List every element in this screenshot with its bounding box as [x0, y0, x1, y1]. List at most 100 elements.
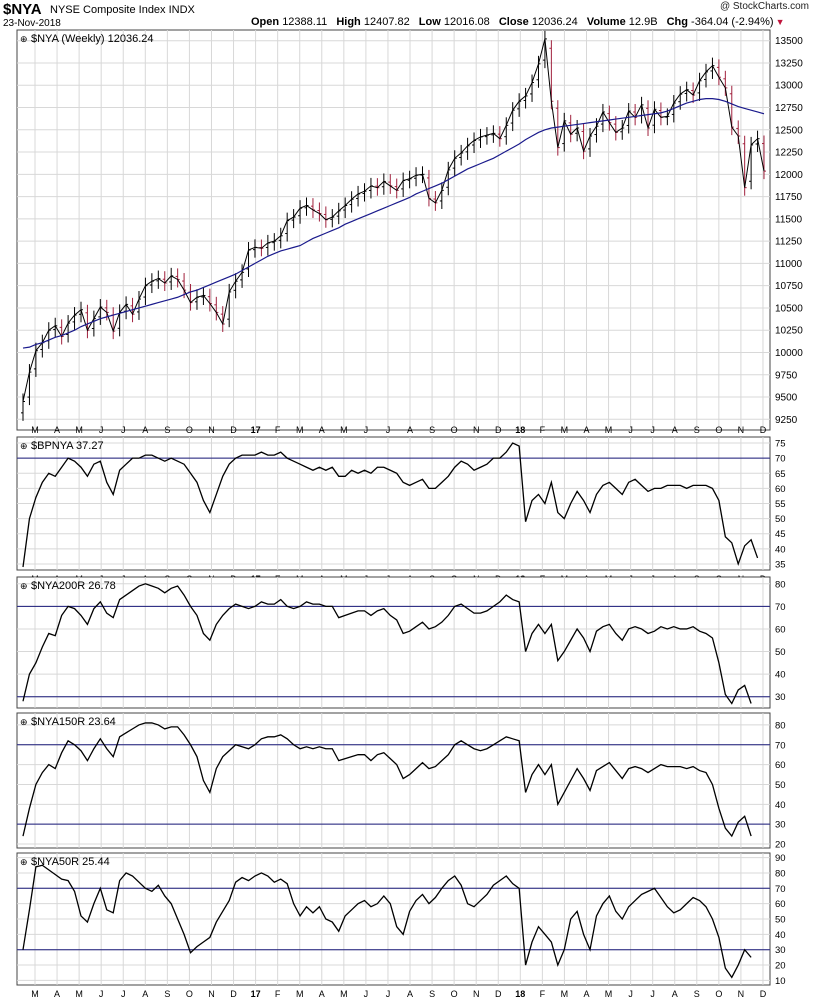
x-month-label: A: [54, 425, 60, 435]
y-tick-label: 75: [775, 439, 786, 450]
x-month-label: M: [340, 989, 348, 999]
x-month-label: O: [715, 989, 722, 999]
panel-marker-icon: ⊕: [20, 717, 28, 727]
y-tick-label: 70: [775, 884, 786, 895]
x-month-label: A: [672, 425, 678, 435]
x-month-label: A: [54, 989, 60, 999]
y-tick-label: 30: [775, 945, 786, 956]
x-month-label: N: [208, 989, 215, 999]
down-triangle-icon: ▼: [775, 17, 785, 27]
y-tick-label: 40: [775, 544, 786, 555]
panel-title: $NYA150R 23.64: [31, 716, 116, 728]
x-month-label: M: [561, 989, 569, 999]
y-tick-label: 60: [775, 484, 786, 495]
x-month-label: J: [121, 989, 126, 999]
panel-bpnya: [16, 436, 771, 571]
y-tick-label: 9750: [775, 370, 798, 381]
indicator-line: [22, 442, 759, 568]
x-month-label: J: [650, 989, 655, 999]
x-month-label: A: [407, 989, 413, 999]
x-month-label: N: [473, 425, 480, 435]
y-tick-label: 20: [775, 961, 786, 972]
x-month-label: D: [760, 425, 767, 435]
y-tick-label: 60: [775, 760, 786, 771]
x-month-label: J: [121, 425, 126, 435]
change-value: -364.04 (-2.94%): [691, 16, 774, 28]
panel-title: $BPNYA 37.27: [31, 440, 104, 452]
x-month-label: J: [364, 425, 369, 435]
x-month-label: D: [230, 425, 237, 435]
x-month-label: J: [628, 425, 633, 435]
panel-marker-icon: ⊕: [20, 857, 28, 867]
x-month-label: J: [628, 989, 633, 999]
open-value: 12388.11: [282, 16, 328, 28]
panel-frame: [16, 29, 771, 431]
volume-value: 12.9B: [628, 16, 658, 28]
x-month-label: S: [164, 425, 170, 435]
x-month-label: S: [429, 989, 435, 999]
x-month-label: J: [650, 425, 655, 435]
panel-frame: [16, 576, 771, 709]
price-bar: [762, 135, 766, 180]
y-tick-label: 30: [775, 820, 786, 831]
x-month-label: S: [694, 425, 700, 435]
low-value: 12016.08: [443, 16, 490, 28]
x-month-label: O: [186, 425, 193, 435]
x-month-label: 17: [251, 989, 261, 999]
y-tick-label: 80: [775, 868, 786, 879]
x-month-label: 18: [515, 989, 525, 999]
y-tick-label: 12000: [775, 170, 803, 181]
panel-nya150r: [16, 712, 771, 849]
y-tick-label: 13250: [775, 58, 803, 69]
x-month-label: F: [275, 989, 281, 999]
x-month-label: A: [319, 989, 325, 999]
x-month-label: O: [715, 425, 722, 435]
y-tick-label: 80: [775, 720, 786, 731]
panel-nya50r: [16, 852, 771, 986]
y-tick-label: 30: [775, 692, 786, 703]
y-tick-label: 70: [775, 740, 786, 751]
x-month-label: M: [296, 989, 304, 999]
x-month-label: M: [31, 989, 39, 999]
x-month-label: M: [605, 425, 613, 435]
x-month-label: F: [540, 989, 546, 999]
x-month-label: J: [386, 425, 391, 435]
x-month-label: J: [99, 425, 104, 435]
y-tick-label: 50: [775, 780, 786, 791]
x-month-label: A: [407, 425, 413, 435]
x-month-label: F: [275, 425, 281, 435]
y-tick-label: 20: [775, 840, 786, 851]
y-tick-label: 35: [775, 559, 786, 570]
y-tick-label: 12750: [775, 103, 803, 114]
low-label: Low: [418, 16, 441, 28]
x-month-label: D: [495, 989, 502, 999]
x-month-label: M: [561, 425, 569, 435]
y-tick-label: 70: [775, 454, 786, 465]
y-tick-label: 65: [775, 469, 786, 480]
high-label: High: [336, 16, 361, 28]
y-tick-label: 40: [775, 670, 786, 681]
y-tick-label: 10250: [775, 326, 803, 337]
panel-title: $NYA (Weekly) 12036.24: [31, 33, 154, 45]
x-month-label: D: [495, 425, 502, 435]
x-month-label: A: [583, 425, 589, 435]
chart-date: 23-Nov-2018: [3, 18, 61, 29]
y-tick-label: 11250: [775, 237, 803, 248]
close-label: Close: [498, 16, 529, 28]
y-tick-label: 60: [775, 899, 786, 910]
y-tick-label: 90: [775, 853, 786, 864]
copyright-label: @ StockCharts.com: [719, 1, 809, 12]
x-month-label: 18: [515, 425, 525, 435]
x-month-label: N: [738, 425, 745, 435]
y-tick-label: 9250: [775, 415, 798, 426]
panel-marker-icon: ⊕: [20, 441, 28, 451]
x-month-label: D: [760, 989, 767, 999]
y-tick-label: 11000: [775, 259, 803, 270]
y-tick-label: 55: [775, 499, 786, 510]
x-month-label: J: [99, 989, 104, 999]
x-month-label: A: [672, 989, 678, 999]
panel-title: $NYA50R 25.44: [31, 856, 110, 868]
panel-frame: [16, 712, 771, 849]
panel-marker-icon: ⊕: [20, 34, 28, 44]
